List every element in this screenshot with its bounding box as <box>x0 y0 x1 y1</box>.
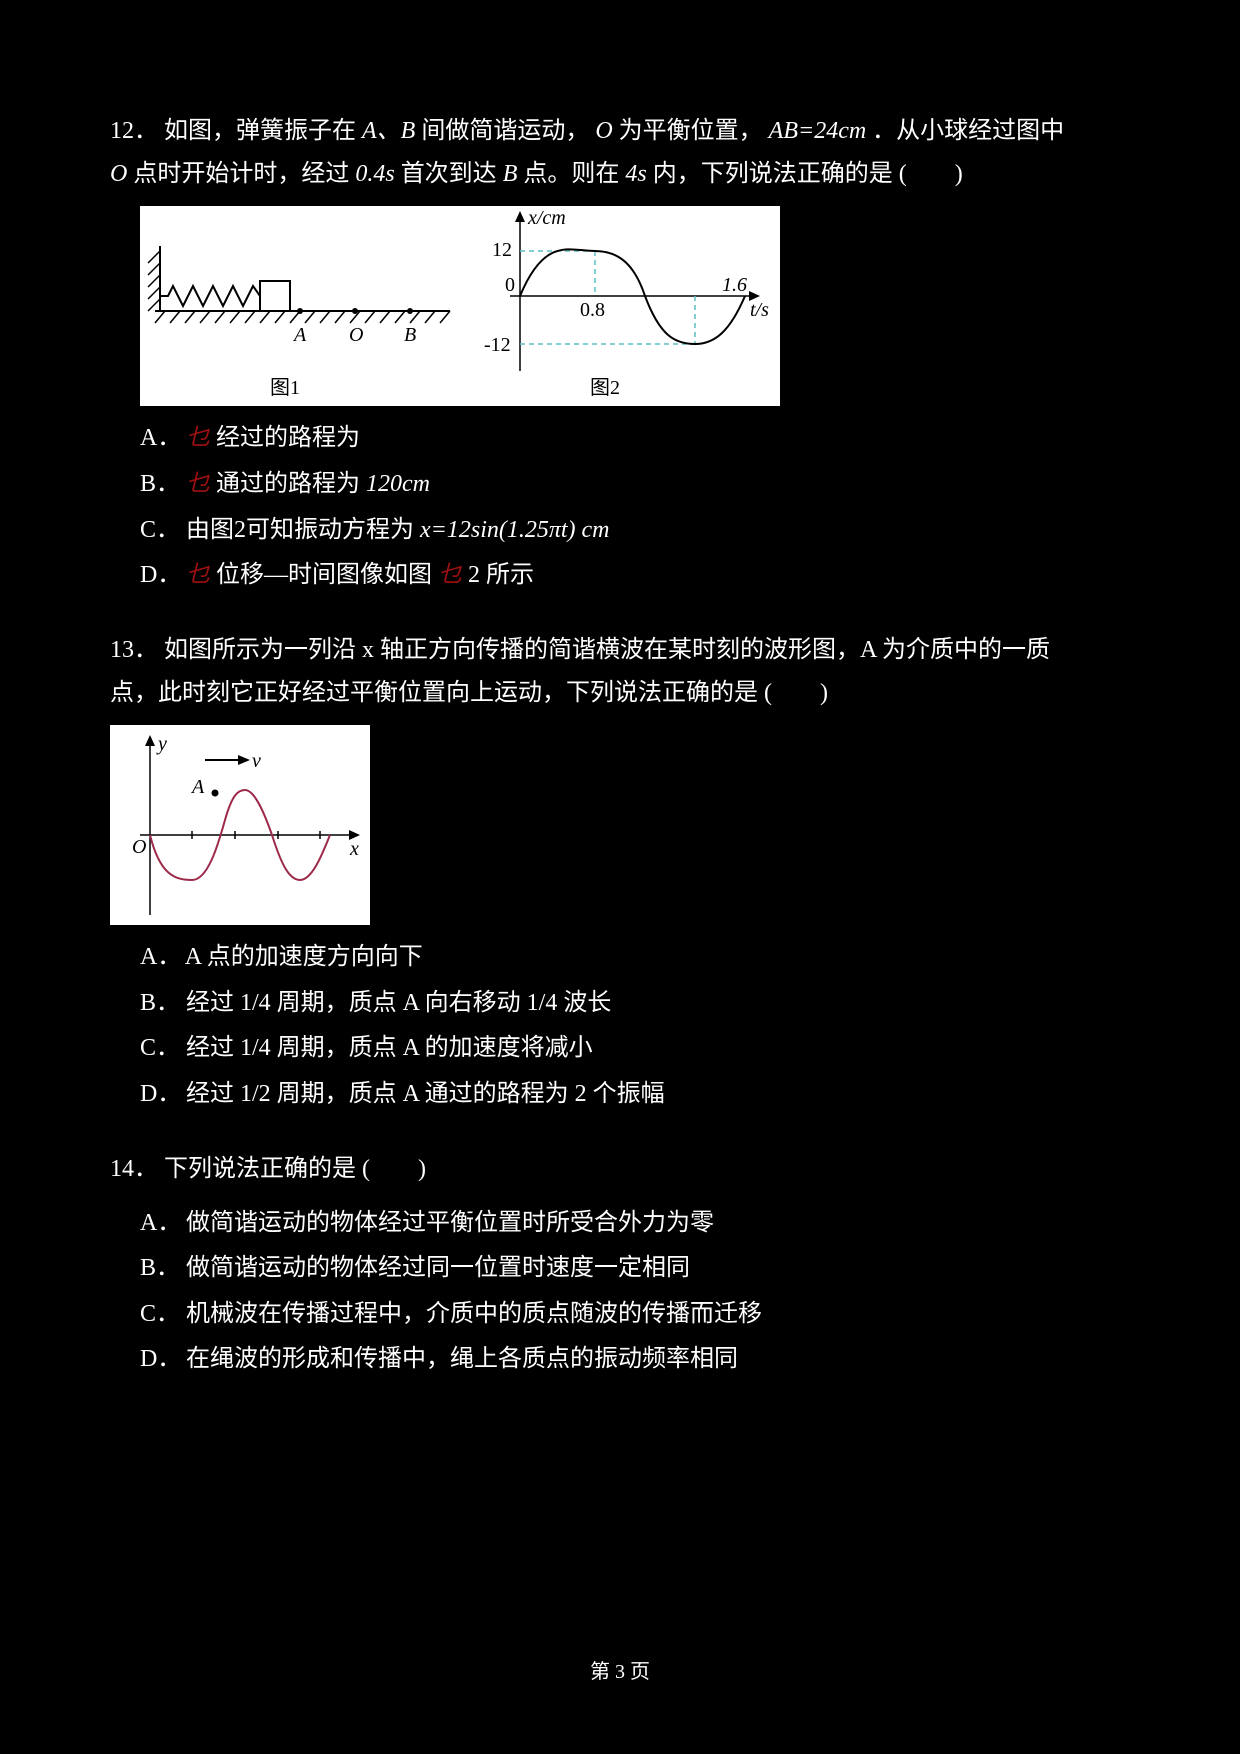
q13-option-d: D． 经过 1/2 周期，质点 A 通过的路程为 2 个振幅 <box>140 1072 1130 1118</box>
q14-number: 14． <box>110 1156 158 1182</box>
svg-text:B: B <box>404 324 416 346</box>
svg-text:t/s: t/s <box>750 299 769 321</box>
q13-figure-panel: y x O v A <box>110 725 370 925</box>
question-13: 13． 如图所示为一列沿 x 轴正方向传播的简谐横波在某时刻的波形图，A 为介质… <box>110 629 1130 1118</box>
svg-text:A: A <box>292 324 307 346</box>
q12-stem: 12． 如图，弹簧振子在 A、B 间做简谐运动， O 为平衡位置， AB=24c… <box>110 110 1070 196</box>
q14-options: A． 做简谐运动的物体经过平衡位置时所受合外力为零 B． 做简谐运动的物体经过同… <box>110 1201 1130 1383</box>
question-12: 12． 如图，弹簧振子在 A、B 间做简谐运动， O 为平衡位置， AB=24c… <box>110 110 1130 599</box>
red-glyph-icon: 乜 <box>186 471 210 497</box>
svg-text:A: A <box>190 776 205 798</box>
xt-graph: x/cm t/s 12 -12 0 0.8 1.6 <box>470 206 770 386</box>
red-glyph-icon: 乜 <box>186 562 210 588</box>
q12-options: A． 乜 经过的路程为 B． 乜 通过的路程为 120cm C． 由图2可知振动… <box>110 416 1130 598</box>
svg-text:-12: -12 <box>484 334 511 356</box>
q14-option-d: D． 在绳波的形成和传播中，绳上各质点的振动频率相同 <box>140 1337 1130 1383</box>
svg-text:O: O <box>349 324 363 346</box>
svg-text:12: 12 <box>492 239 512 261</box>
q13-option-c: C． 经过 1/4 周期，质点 A 的加速度将减小 <box>140 1026 1130 1072</box>
q12-option-d: D． 乜 位移—时间图像如图 乜 2 所示 <box>140 553 1130 599</box>
page-content: 12． 如图，弹簧振子在 A、B 间做简谐运动， O 为平衡位置， AB=24c… <box>110 110 1130 1413</box>
fig1-caption: 图1 <box>270 371 300 400</box>
svg-text:x: x <box>349 838 359 860</box>
red-glyph-icon: 乜 <box>438 562 462 588</box>
page-footer: 第 3 页 <box>0 1655 1240 1684</box>
q12-option-c: C． 由图2可知振动方程为 x=12sin(1.25πt) cm <box>140 508 1130 554</box>
q14-option-a: A． 做简谐运动的物体经过平衡位置时所受合外力为零 <box>140 1201 1130 1247</box>
q13-options: A． A 点的加速度方向向下 B． 经过 1/4 周期，质点 A 向右移动 1/… <box>110 935 1130 1117</box>
q12-option-a: A． 乜 经过的路程为 <box>140 416 1130 462</box>
svg-text:0: 0 <box>505 274 515 296</box>
wave-diagram: y x O v A <box>110 725 370 925</box>
question-14: 14． 下列说法正确的是 ( ) A． 做简谐运动的物体经过平衡位置时所受合外力… <box>110 1148 1130 1384</box>
q12-option-b: B． 乜 通过的路程为 120cm <box>140 462 1130 508</box>
q14-option-c: C． 机械波在传播过程中，介质中的质点随波的传播而迁移 <box>140 1292 1130 1338</box>
fig2-caption: 图2 <box>590 371 620 400</box>
q13-option-b: B． 经过 1/4 周期，质点 A 向右移动 1/4 波长 <box>140 981 1130 1027</box>
q13-stem: 13． 如图所示为一列沿 x 轴正方向传播的简谐横波在某时刻的波形图，A 为介质… <box>110 629 1070 715</box>
svg-text:1.6: 1.6 <box>722 274 747 296</box>
q12-number: 12． <box>110 118 158 144</box>
svg-text:x/cm: x/cm <box>527 207 566 229</box>
spring-diagram: A O B <box>140 216 460 376</box>
svg-text:0.8: 0.8 <box>580 299 605 321</box>
svg-text:O: O <box>132 836 146 858</box>
red-glyph-icon: 乜 <box>186 425 210 451</box>
svg-text:v: v <box>252 750 261 772</box>
q14-option-b: B． 做简谐运动的物体经过同一位置时速度一定相同 <box>140 1246 1130 1292</box>
q12-figure-panel: A O B 图1 x/cm t/s 12 -12 0 <box>140 206 780 406</box>
svg-text:y: y <box>156 733 167 755</box>
q13-number: 13． <box>110 637 158 663</box>
q13-option-a: A． A 点的加速度方向向下 <box>140 935 1130 981</box>
q14-stem: 14． 下列说法正确的是 ( ) <box>110 1148 1070 1191</box>
